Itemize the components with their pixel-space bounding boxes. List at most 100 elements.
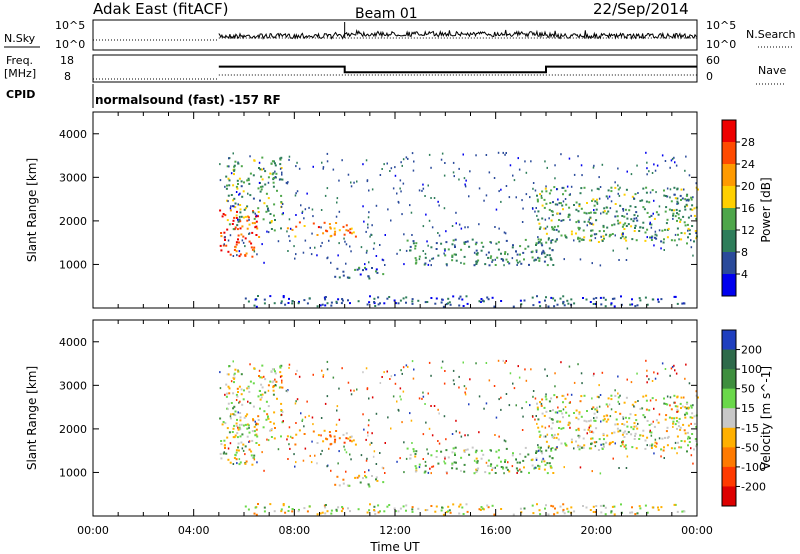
power-echo-cell [512,174,514,177]
velocity-echo-cell [431,434,434,437]
velocity-echo-cell [519,461,521,464]
power-echo-cell [261,185,264,188]
velocity-echo-cell [693,448,695,451]
power-echo-cell [256,253,258,256]
power-echo-cell [350,185,353,188]
velocity-echo-cell [496,464,499,467]
power-echo-cell [538,301,541,304]
power-echo-cell [604,298,607,301]
velocity-echo-cell [236,432,239,435]
velocity-echo-cell [638,505,641,508]
power-echo-cell [354,235,357,238]
power-echo-cell [422,250,424,252]
power-echo-cell [671,209,673,212]
velocity-echo-cell [644,439,647,442]
power-echo-cell [543,260,546,263]
velocity-echo-cell [358,474,361,477]
colorbar-swatch [722,186,736,209]
power-echo-cell [664,160,667,162]
velocity-echo-cell [614,394,617,397]
velocity-echo-cell [400,369,402,372]
power-echo-cell [225,244,228,247]
power-echo-cell [486,296,489,299]
velocity-echo-cell [413,368,415,371]
velocity-echo-cell [347,437,350,440]
velocity-echo-cell [322,440,325,443]
power-echo-cell [257,211,260,213]
power-echo-cell [438,234,441,237]
velocity-echo-cell [512,382,514,385]
velocity-echo-cell [270,436,273,438]
power-echo-cell [332,168,335,171]
velocity-echo-cell [475,449,478,452]
velocity-echo-cell [475,461,478,464]
velocity-echo-cell [287,510,290,512]
velocity-echo-cell [663,402,666,405]
power-echo-cell [349,302,351,305]
power-echo-cell [260,188,263,191]
power-echo-cell [577,236,580,239]
velocity-echo-cell [324,506,327,509]
power-echo-cell [233,249,236,251]
velocity-echo-cell [491,469,493,471]
power-echo-cell [330,304,333,307]
freq-right-label: Nave [758,64,786,77]
power-echo-cell [458,304,461,307]
velocity-echo-cell [336,405,339,408]
power-echo-cell [338,179,340,182]
velocity-echo-cell [489,464,492,467]
power-echo-cell [230,172,233,175]
velocity-echo-cell [562,503,565,506]
power-echo-cell [545,190,548,193]
velocity-echo-cell [537,426,540,429]
power-echo-cell [465,179,467,182]
power-echo-cell [548,208,551,211]
velocity-echo-cell [231,413,234,416]
power-echo-cell [237,203,239,206]
velocity-echo-cell [478,431,480,434]
velocity-echo-cell [650,422,653,425]
velocity-echo-cell [226,407,229,410]
velocity-echo-cell [233,405,236,408]
power-echo-cell [239,253,242,256]
velocity-echo-cell [516,461,519,464]
velocity-echo-cell [281,381,283,384]
power-echo-cell [409,249,412,252]
velocity-echo-cell [617,375,619,378]
velocity-echo-cell [673,503,676,506]
velocity-echo-cell [293,453,295,456]
velocity-echo-cell [658,413,661,416]
power-echo-cell [551,210,554,213]
power-echo-cell [401,164,403,167]
velocity-echo-cell [649,431,652,434]
velocity-echo-cell [229,415,232,418]
power-echo-cell [235,214,238,217]
velocity-echo-cell [657,506,659,509]
power-echo-cell [254,298,257,301]
velocity-echo-cell [644,504,647,507]
velocity-echo-cell [430,405,432,407]
velocity-echo-cell [575,440,577,443]
power-echo-cell [657,213,660,216]
power-echo-cell [381,168,383,170]
power-echo-cell [488,171,491,174]
power-echo-cell [578,228,581,231]
velocity-echo-cell [396,460,398,463]
velocity-echo-cell [573,447,575,450]
noise-left-tick-top: 10^5 [55,19,85,32]
velocity-echo-cell [669,374,671,377]
velocity-echo-cell [621,441,623,444]
power-echo-cell [274,219,276,221]
velocity-echo-cell [381,466,384,469]
power-echo-cell [279,163,282,166]
velocity-echo-cell [438,442,441,445]
power-echo-cell [244,254,247,257]
power-echo-cell [610,303,613,306]
velocity-echo-cell [478,508,481,511]
velocity-echo-cell [543,468,546,471]
power-echo-cell [373,301,376,303]
velocity-echo-cell [240,441,243,444]
power-echo-cell [459,295,462,298]
power-echo-cell [687,229,689,232]
power-echo-cell [482,300,485,303]
